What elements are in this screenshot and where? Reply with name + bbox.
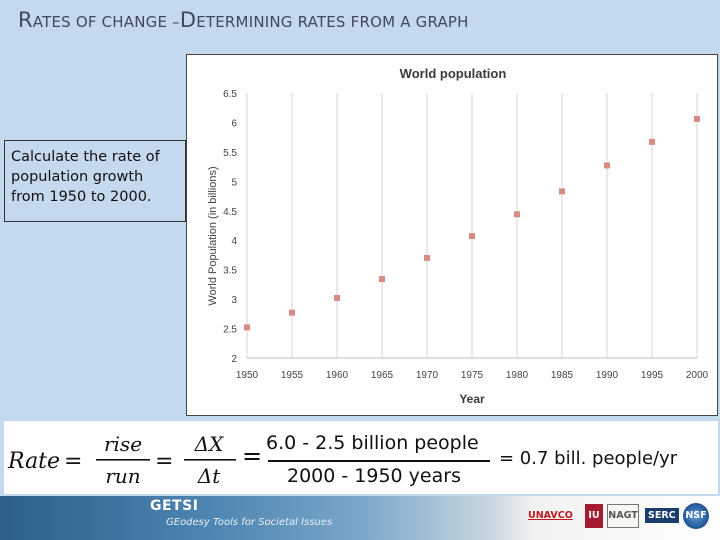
chart-gridlines [246,93,698,359]
x-axis-label: Year [459,392,485,406]
y-tick-5.5: 5.5 [223,148,237,159]
data-point-1955 [289,309,295,316]
y-tick-4.5: 4.5 [223,207,237,218]
rate-word: Rate [7,449,60,474]
delta-x: ΔX [194,432,224,456]
data-point-1990 [604,162,610,169]
data-point-1960 [334,294,340,301]
x-tick-1995: 1995 [641,370,664,381]
title-part-2: ETERMINING RATES FROM A GRAPH [196,13,469,31]
data-point-1970 [424,254,430,261]
y-tick-2: 2 [231,354,237,365]
denominator: 2000 - 1950 years [287,465,461,487]
rate-formula: Rate = rise run = ΔX Δt [7,432,236,488]
delta-fraction-bar [184,459,236,461]
equals-sign: = [242,442,263,470]
x-tick-1955: 1955 [281,370,304,381]
x-tick-1950: 1950 [236,370,259,381]
iu-logo: IU [585,504,603,528]
getsi-logo: GETSI [150,498,199,514]
y-tick-6.5: 6.5 [223,89,237,100]
title-initial-r: R [18,8,33,32]
rise-word: rise [104,432,142,456]
slide-title: RATES OF CHANGE –DETERMINING RATES FROM … [18,8,469,32]
numerator: 6.0 - 2.5 billion people [266,432,479,454]
x-tick-1985: 1985 [551,370,574,381]
chart-title: World population [400,66,507,81]
calc-fraction-bar [268,460,490,462]
x-tick-1960: 1960 [326,370,349,381]
footer-banner: GETSI GEodesy Tools for Societal Issues … [0,496,720,540]
y-tick-5: 5 [231,177,237,188]
x-tick-1965: 1965 [371,370,394,381]
x-tick-1975: 1975 [461,370,484,381]
rise-run-fraction-bar [96,459,150,461]
population-chart: World population 2 2.5 3 3.5 4 4.5 5 5.5 6 6.5 19… [186,54,718,416]
x-tick-1990: 1990 [596,370,619,381]
y-tick-4: 4 [231,236,237,247]
y-tick-3.5: 3.5 [223,266,237,277]
y-axis-label: World Population (in billions) [207,166,219,305]
y-tick-3: 3 [231,295,237,306]
x-tick-1980: 1980 [506,370,529,381]
getsi-tagline: GEodesy Tools for Societal Issues [166,517,333,528]
chart-canvas: World population 2 2.5 3 3.5 4 4.5 5 5.5 6 6.5 19… [207,66,709,406]
data-point-1995 [649,138,655,145]
formula-strip [4,421,718,494]
unavco-logo: UNAVCO [528,510,573,521]
equals-2: = [155,449,173,474]
question-callout: Calculate the rate of population growth … [4,140,186,222]
nagt-logo: NAGT [607,504,639,528]
y-tick-2.5: 2.5 [223,325,237,336]
data-points [244,115,700,331]
title-part-1: ATES OF CHANGE – [32,13,180,31]
callout-line-1: Calculate the rate of [11,149,160,165]
run-word: run [105,464,140,488]
rate-result: = 0.7 bill. people/yr [499,448,678,469]
callout-line-3: from 1950 to 2000. [11,189,152,205]
data-point-2000 [694,115,700,122]
title-initial-d: D [179,8,197,32]
serc-logo: SERC [645,508,679,523]
nsf-logo: NSF [683,503,709,529]
data-point-1965 [379,276,385,283]
data-point-1985 [559,188,565,195]
y-tick-6: 6 [231,118,237,129]
callout-line-2: population growth [11,169,144,185]
x-tick-2000: 2000 [686,370,709,381]
data-point-1975 [469,233,475,240]
y-tick-labels: 2 2.5 3 3.5 4 4.5 5 5.5 6 6.5 [223,89,237,365]
x-tick-labels: 1950 1955 1960 1965 1970 1975 1980 1985 1990 1995… [236,370,709,381]
x-tick-1970: 1970 [416,370,439,381]
data-point-1950 [244,324,250,331]
equals-1: = [64,449,82,474]
data-point-1980 [514,211,520,218]
delta-t: Δt [197,464,221,488]
